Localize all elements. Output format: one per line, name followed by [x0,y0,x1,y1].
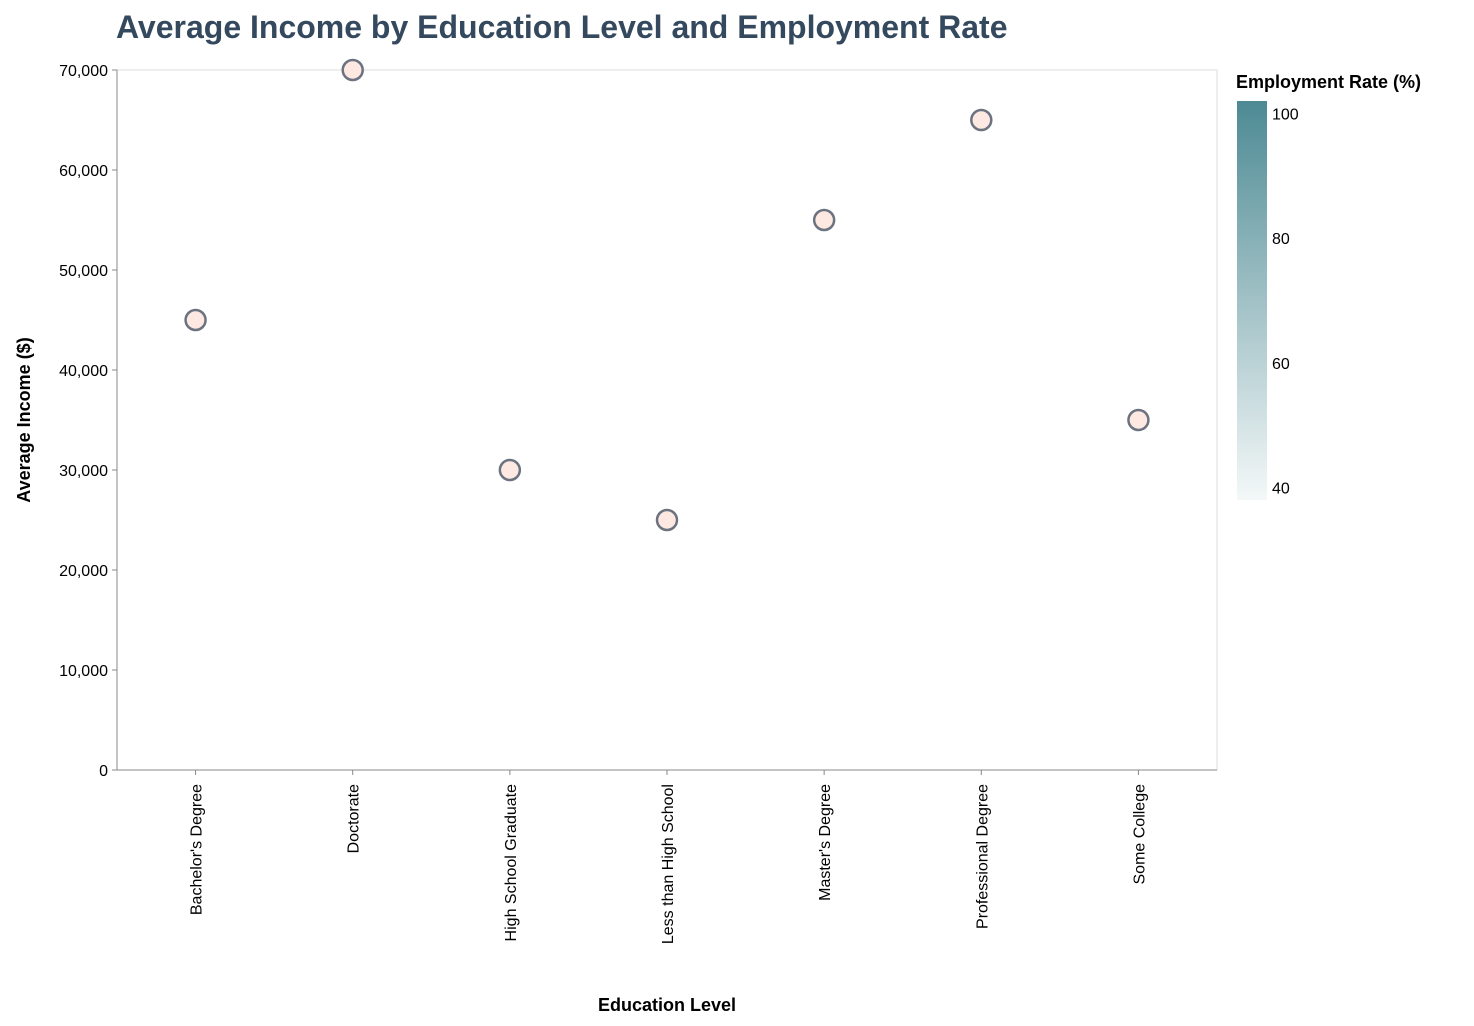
data-point [184,308,207,332]
data-point [341,58,364,82]
data-point [812,208,836,232]
x-tick-label: High School Graduate [503,784,520,942]
y-axis: 0 10,000 20,000 30,000 40,000 50,000 60,000 70,… [59,63,118,780]
y-axis-title: Average Income ($) [14,337,34,502]
legend-tick-label: 100 [1272,106,1299,123]
x-tick-label: Bachelor's Degree [189,784,206,915]
legend-tick-label: 80 [1272,231,1290,248]
legend-title: Employment Rate (%) [1236,72,1421,92]
data-points [184,58,1150,532]
legend-tick-label: 40 [1272,481,1290,498]
x-tick-label: Professional Degree [974,784,991,929]
x-axis: Bachelor's Degree Doctorate High School Gr… [117,769,1217,944]
y-tick-label: 0 [99,763,108,780]
y-tick-label: 60,000 [59,163,108,180]
y-tick-label: 40,000 [59,363,108,380]
y-tick-label: 20,000 [59,563,108,580]
x-tick-label: Some College [1131,784,1148,885]
x-axis-title: Education Level [598,995,736,1015]
y-tick-label: 30,000 [59,463,108,480]
data-point [498,458,522,482]
y-tick-label: 10,000 [59,663,108,680]
color-legend: Employment Rate (%) 40 60 80 100 [1236,72,1421,500]
chart-title: Average Income by Education Level and Em… [116,9,1008,45]
legend-gradient-bar [1237,101,1267,500]
data-point [655,508,679,532]
legend-tick-label: 60 [1272,356,1290,373]
x-tick-label: Doctorate [346,784,363,853]
plot-frame [116,69,1218,771]
data-point [1127,408,1150,432]
y-tick-label: 50,000 [59,263,108,280]
data-point [970,108,993,132]
x-tick-label: Less than High School [660,784,677,944]
x-tick-label: Master's Degree [817,784,834,901]
y-tick-label: 70,000 [59,63,108,80]
